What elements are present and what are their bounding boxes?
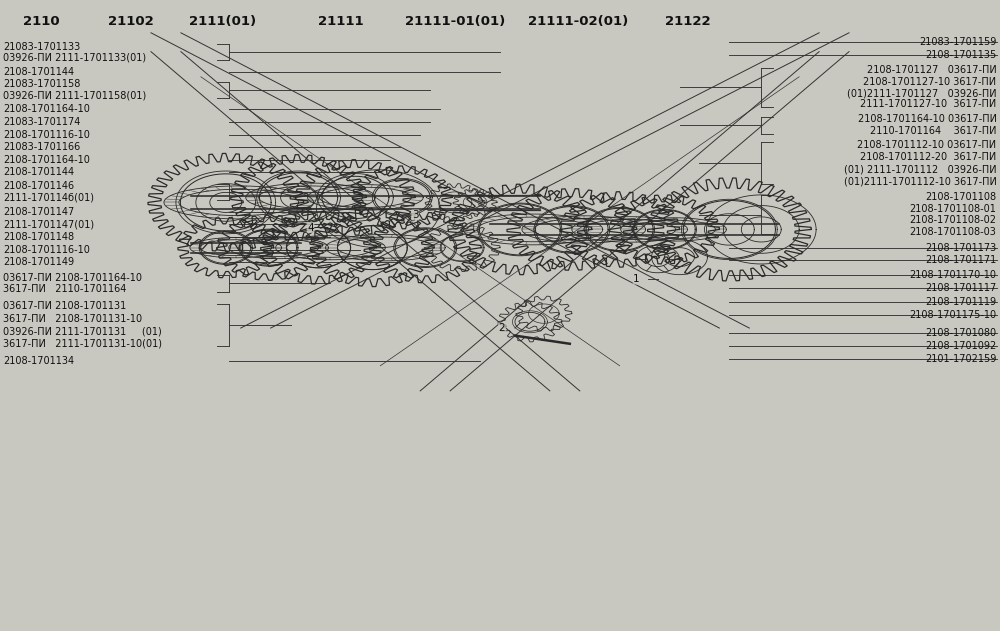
Text: 2108-1701164-10 03617-ПИ: 2108-1701164-10 03617-ПИ	[858, 114, 997, 124]
Text: 2111(01): 2111(01)	[189, 15, 256, 28]
Text: 2111-170114б(01): 2111-170114б(01)	[3, 192, 94, 203]
Text: 2108-1701112-10 03617-ПИ: 2108-1701112-10 03617-ПИ	[857, 139, 997, 150]
Text: 21122: 21122	[665, 15, 710, 28]
Text: 2108-1701173: 2108-1701173	[925, 243, 997, 252]
Text: (01)2111-1701112-10 3617-ПИ: (01)2111-1701112-10 3617-ПИ	[844, 177, 997, 187]
Text: 2108-1701164-10: 2108-1701164-10	[3, 105, 90, 114]
Text: 21111: 21111	[318, 15, 363, 28]
Text: 21111-01(01): 21111-01(01)	[405, 15, 505, 28]
Text: 3617-ПИ   2108-1701131-10: 3617-ПИ 2108-1701131-10	[3, 314, 143, 324]
Text: 2108-1701171: 2108-1701171	[925, 255, 997, 265]
Text: 03926-ПИ 2111-1701133(01): 03926-ПИ 2111-1701133(01)	[3, 53, 147, 63]
Text: 2108-1701108-01: 2108-1701108-01	[910, 204, 997, 214]
Text: 2108-1701116-10: 2108-1701116-10	[3, 245, 90, 254]
Text: 2108-1701175-10: 2108-1701175-10	[909, 310, 997, 321]
Text: 2: 2	[499, 323, 505, 333]
Text: 2108-1701144: 2108-1701144	[3, 167, 75, 177]
Text: 1: 1	[633, 274, 640, 284]
Text: 03926-ПИ 2111-1701158(01): 03926-ПИ 2111-1701158(01)	[3, 91, 147, 100]
Text: 2108-1701108-03: 2108-1701108-03	[910, 227, 997, 237]
Text: 2108-1701144: 2108-1701144	[3, 67, 75, 77]
Text: 03617-ПИ 2108-1701164-10: 03617-ПИ 2108-1701164-10	[3, 273, 142, 283]
Text: 2108-1701134: 2108-1701134	[3, 356, 75, 366]
Text: 2108-1701127-10 3617-ПИ: 2108-1701127-10 3617-ПИ	[863, 77, 997, 87]
Text: 2108-1701127   03617-ПИ: 2108-1701127 03617-ПИ	[867, 66, 997, 76]
Text: 03926-ПИ 2111-1701131     (01): 03926-ПИ 2111-1701131 (01)	[3, 326, 162, 336]
Text: 2108-1701148: 2108-1701148	[3, 232, 75, 242]
Text: 2108-1701112-20  3617-ПИ: 2108-1701112-20 3617-ПИ	[860, 152, 997, 162]
Text: 3617-ПИ   2110-1701164: 3617-ПИ 2110-1701164	[3, 284, 127, 294]
Text: 21083-1701159: 21083-1701159	[919, 37, 997, 47]
Text: 2108-1701147: 2108-1701147	[3, 207, 75, 217]
Text: 21111-02(01): 21111-02(01)	[528, 15, 628, 28]
Text: 2108-1701116-10: 2108-1701116-10	[3, 129, 90, 139]
Text: 2111-1701127-10  3617-ПИ: 2111-1701127-10 3617-ПИ	[860, 100, 997, 109]
Text: 21083-1701166: 21083-1701166	[3, 142, 81, 152]
Text: 21083-1701158: 21083-1701158	[3, 80, 81, 90]
Text: 03617-ПИ 2108-1701131: 03617-ПИ 2108-1701131	[3, 301, 127, 311]
Text: 2111-1701147(01): 2111-1701147(01)	[3, 220, 95, 230]
Text: 2108-1701080: 2108-1701080	[925, 328, 997, 338]
Text: 2108-1701170-10: 2108-1701170-10	[910, 269, 997, 280]
Text: 2108-1701164-10: 2108-1701164-10	[3, 155, 90, 165]
Text: 21083-1701174: 21083-1701174	[3, 117, 81, 127]
Text: 3617-ПИ   2111-1701131-10(01): 3617-ПИ 2111-1701131-10(01)	[3, 339, 162, 349]
Text: 4: 4	[307, 223, 314, 233]
Text: 2108-1701146: 2108-1701146	[3, 181, 75, 191]
Text: 2110-1701164    3617-ПИ: 2110-1701164 3617-ПИ	[870, 126, 997, 136]
Text: 2108-1701135: 2108-1701135	[925, 50, 997, 60]
Text: 2108-1701149: 2108-1701149	[3, 257, 75, 267]
Text: 2108-1701117: 2108-1701117	[925, 283, 997, 293]
Text: 21083-1701133: 21083-1701133	[3, 42, 81, 52]
Text: 21102: 21102	[108, 15, 154, 28]
Text: 2108-1701108: 2108-1701108	[925, 192, 997, 203]
Text: (01)2111-1701127   03926-ПИ: (01)2111-1701127 03926-ПИ	[847, 88, 997, 98]
Text: 2108-1701092: 2108-1701092	[925, 341, 997, 351]
Text: 3: 3	[412, 210, 419, 220]
Text: 2108-1701119: 2108-1701119	[925, 297, 997, 307]
Text: 2108-1701108-02: 2108-1701108-02	[910, 215, 997, 225]
Text: 2110: 2110	[23, 15, 60, 28]
Text: (01) 2111-1701112   03926-ПИ: (01) 2111-1701112 03926-ПИ	[844, 164, 997, 174]
Text: 2101-1702159: 2101-1702159	[925, 355, 997, 365]
